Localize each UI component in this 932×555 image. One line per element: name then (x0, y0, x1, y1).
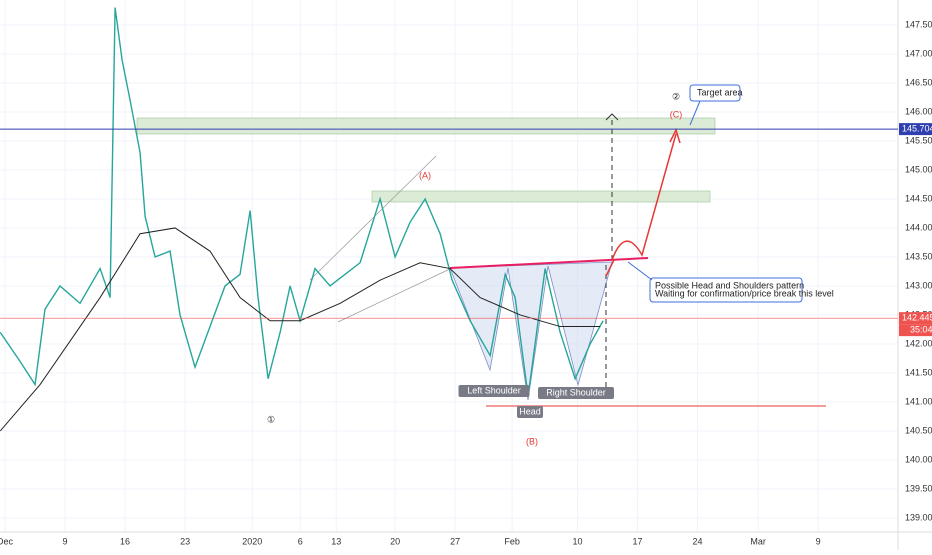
annotation: Head (519, 406, 541, 416)
y-tick-label: 143.000 (905, 280, 932, 290)
x-tick-label: 10 (573, 536, 583, 546)
x-tick-label: Mar (750, 536, 766, 546)
annotation: Target area (697, 87, 743, 97)
level-tag (899, 312, 932, 325)
y-tick-label: 140.000 (905, 454, 932, 464)
level-label: 145.704 (902, 123, 932, 133)
x-tick-label: 27 (450, 536, 460, 546)
pattern-shape (449, 261, 613, 401)
annotation: Waiting for confirmation/price break thi… (655, 288, 834, 298)
y-tick-label: 141.000 (905, 396, 932, 406)
x-tick-label: 24 (693, 536, 703, 546)
y-tick-label: 146.500 (905, 77, 932, 87)
y-tick-label: 145.500 (905, 135, 932, 145)
label-tag (458, 385, 530, 397)
annotation: (C) (670, 109, 683, 119)
annotation: ① (267, 414, 275, 424)
countdown-tag (899, 324, 932, 337)
arrow-head (669, 127, 681, 144)
level-tag (899, 123, 932, 136)
y-tick-label: 140.500 (905, 425, 932, 435)
callout (649, 277, 803, 303)
target-zone (136, 117, 716, 135)
y-tick-label: 144.500 (905, 193, 932, 203)
y-tick-label: 144.000 (905, 222, 932, 232)
y-tick-label: 147.000 (905, 48, 932, 58)
callout-pointer (627, 261, 653, 281)
annotation: Left Shoulder (467, 385, 521, 395)
y-tick-label: 143.500 (905, 251, 932, 261)
price-line (0, 7, 604, 397)
label-tag (517, 406, 543, 418)
callout (689, 84, 741, 102)
label-tag (538, 387, 614, 399)
x-tick-label: 13 (331, 536, 341, 546)
trend-line (337, 267, 453, 323)
x-tick-label: 16 (120, 536, 130, 546)
annotation: Right Shoulder (546, 387, 606, 397)
callout-pointer (689, 100, 701, 126)
x-tick-label: 20 (390, 536, 400, 546)
annotation: ② (672, 91, 680, 101)
neckline (449, 257, 649, 269)
x-tick-label: 2020 (242, 536, 262, 546)
projection-arrow (605, 133, 677, 277)
countdown: 35:04 (910, 325, 932, 335)
x-tick-label: 9 (816, 536, 821, 546)
x-tick-label: 9 (63, 536, 68, 546)
price-line (0, 227, 601, 432)
y-tick-label: 146.000 (905, 106, 932, 116)
y-tick-label: 147.500 (905, 19, 932, 29)
y-tick-label: 139.000 (905, 512, 932, 522)
y-tick-label: 141.500 (905, 367, 932, 377)
x-tick-label: 23 (180, 536, 190, 546)
resistance-zone (371, 190, 711, 203)
y-tick-label: 145.000 (905, 164, 932, 174)
level-label: 142.445 (902, 313, 932, 323)
x-tick-label: Feb (504, 536, 520, 546)
annotation: Possible Head and Shoulders pattern (655, 280, 804, 290)
x-tick-label: 6 (298, 536, 303, 546)
annotation: (B) (526, 436, 538, 446)
y-tick-label: 142.000 (905, 338, 932, 348)
x-tick-label: Dec (0, 536, 14, 546)
arrow-head (605, 113, 619, 121)
y-tick-label: 139.500 (905, 483, 932, 493)
annotation: (A) (419, 170, 431, 180)
x-tick-label: 17 (633, 536, 643, 546)
trend-line (309, 155, 437, 281)
